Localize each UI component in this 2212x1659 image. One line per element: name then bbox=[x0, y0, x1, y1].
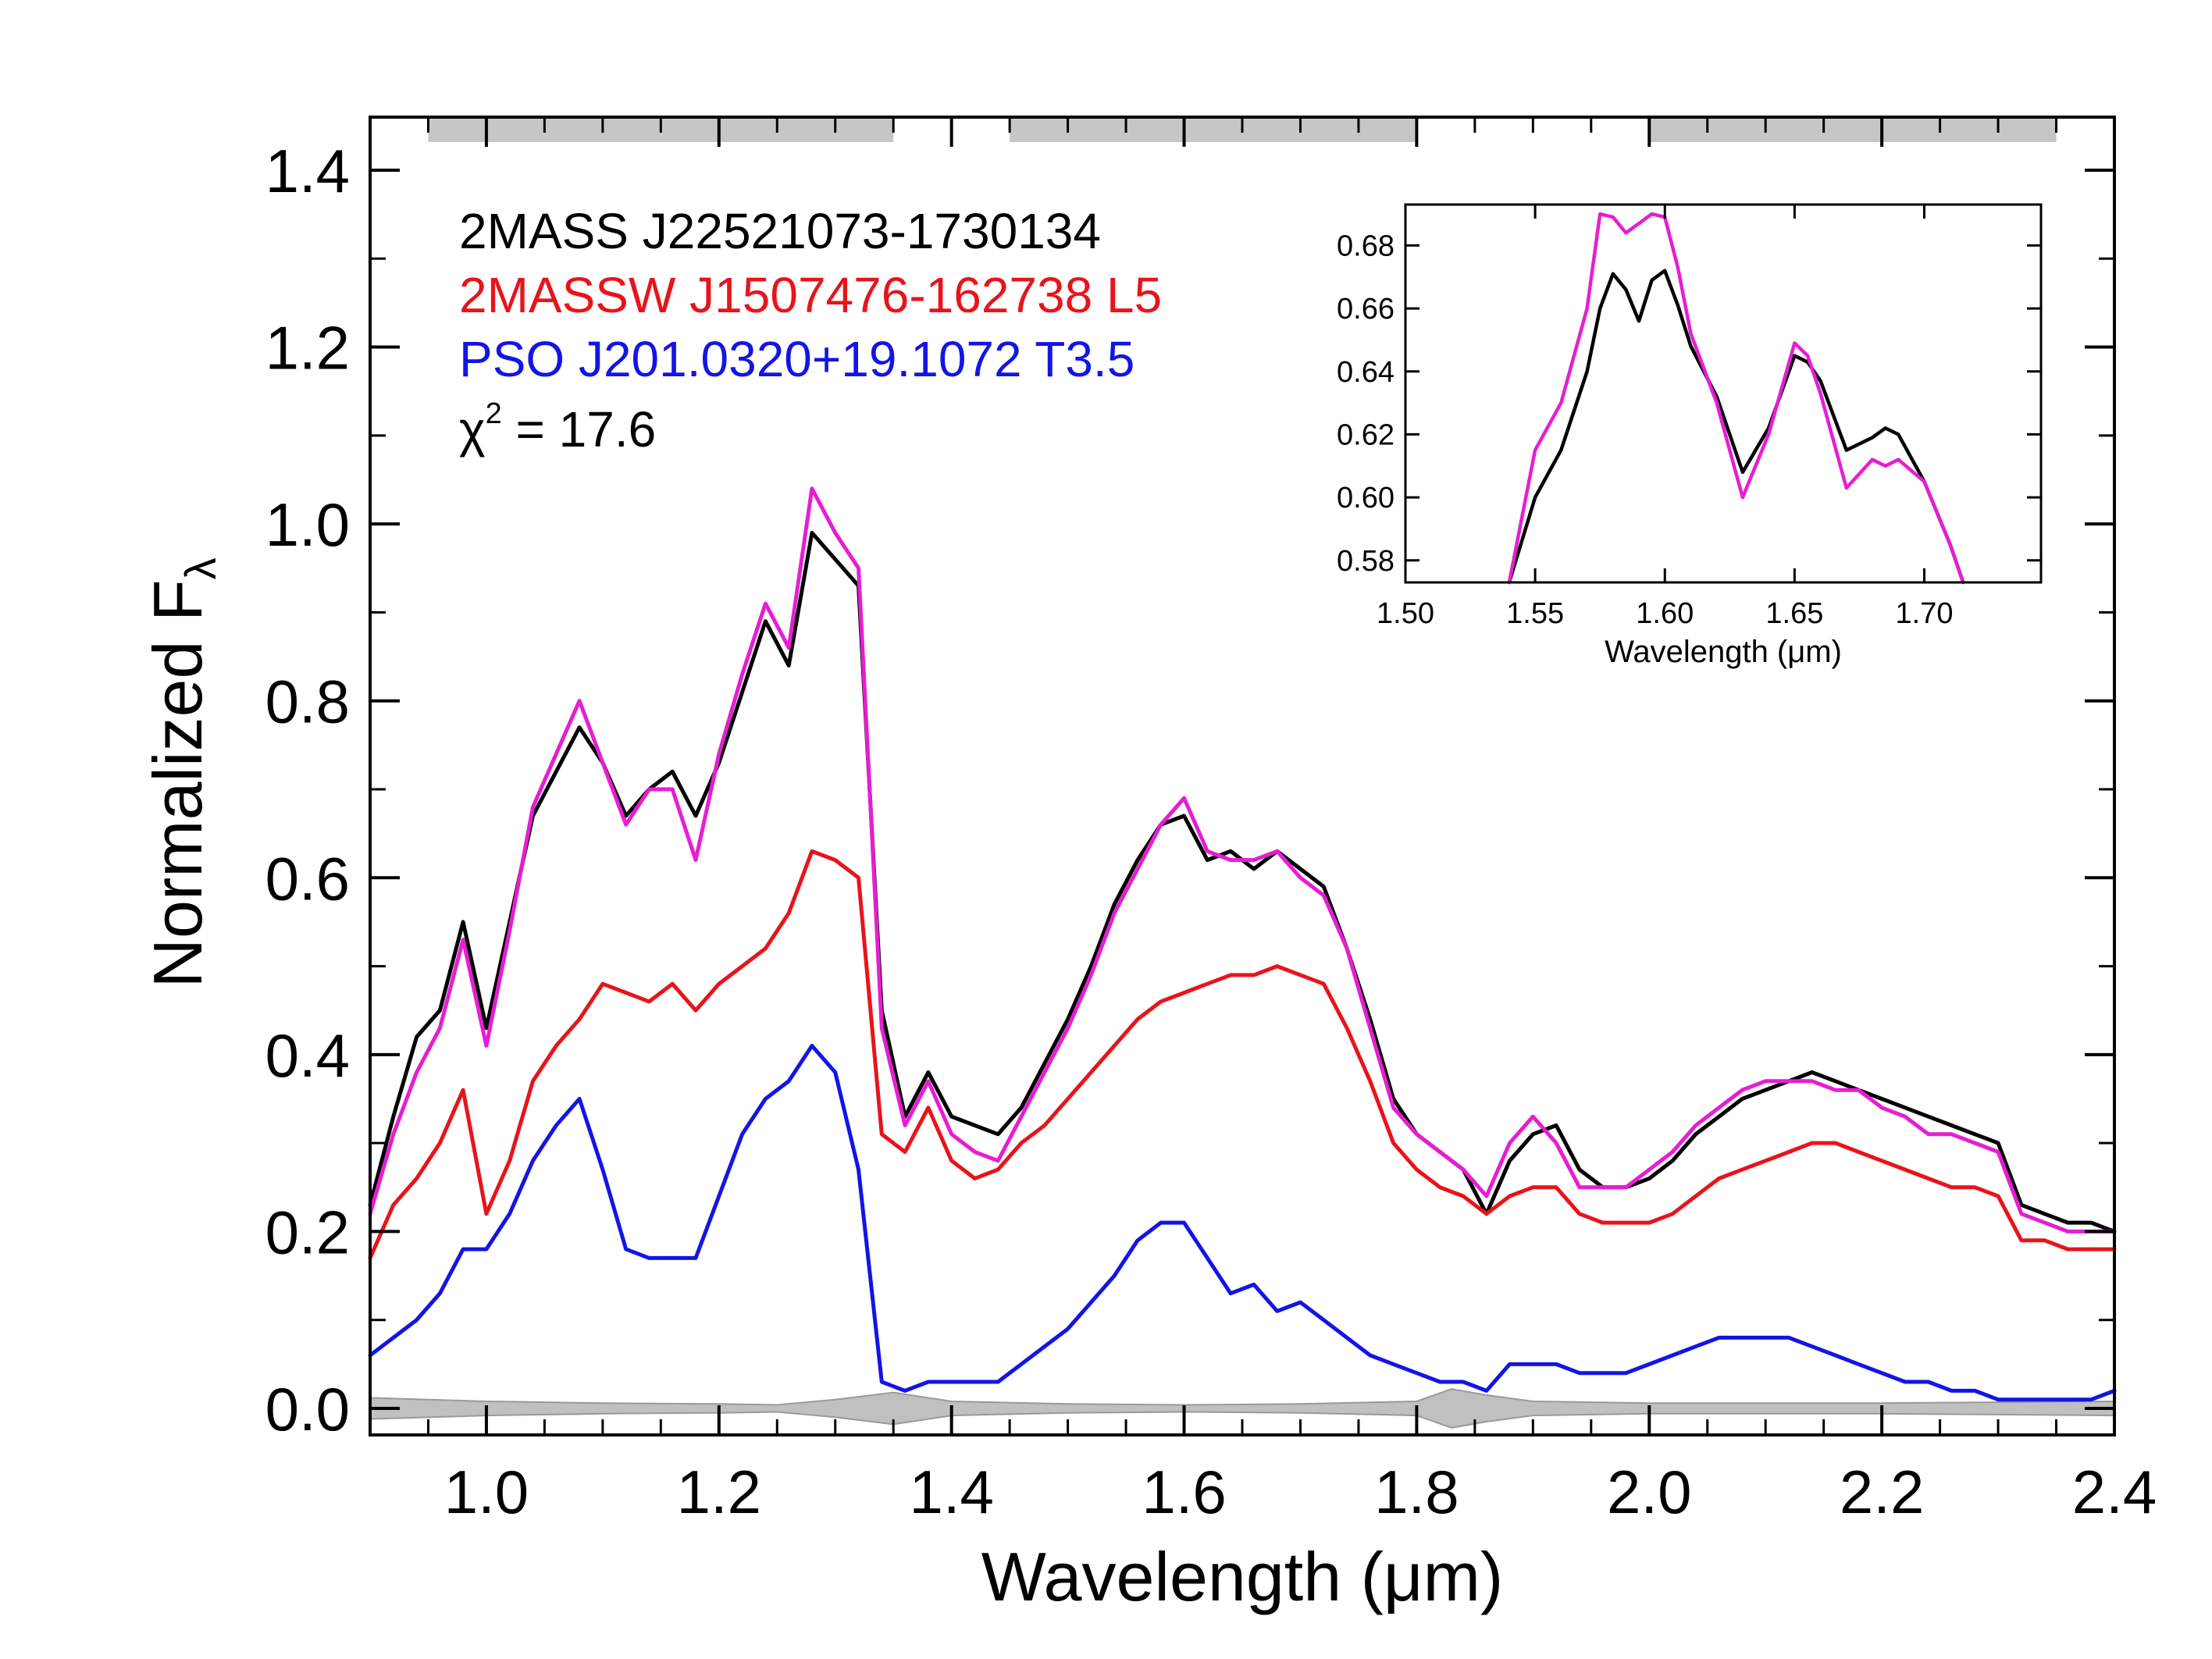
y-axis-label: Normalized Fλ bbox=[139, 557, 225, 988]
y-tick-label: 0.4 bbox=[265, 1021, 350, 1090]
inset-y-tick-label: 0.64 bbox=[1337, 356, 1395, 389]
inset-y-tick-label: 0.62 bbox=[1337, 418, 1395, 451]
x-tick-label: 2.4 bbox=[2072, 1458, 2157, 1526]
x-tick-label: 2.2 bbox=[1840, 1458, 1924, 1526]
legend-entry-1: 2MASSW J1507476-162738 L5 bbox=[459, 267, 1162, 323]
inset-x-tick-label: 1.50 bbox=[1377, 597, 1434, 630]
band-marker-2 bbox=[1649, 117, 2057, 142]
inset-x-tick-label: 1.65 bbox=[1765, 597, 1823, 630]
y-axis-label-main: Normalized F bbox=[139, 579, 216, 988]
legend-entry-2: PSO J201.0320+19.1072 T3.5 bbox=[459, 331, 1134, 387]
legend-entry-0: 2MASS J22521073-1730134 bbox=[459, 203, 1101, 259]
x-tick-label: 1.6 bbox=[1142, 1458, 1226, 1526]
x-tick-label: 1.8 bbox=[1374, 1458, 1459, 1526]
y-tick-label: 1.0 bbox=[265, 490, 350, 559]
y-tick-label: 0.2 bbox=[265, 1198, 350, 1266]
y-axis-label-subscript: λ bbox=[176, 557, 225, 579]
chi-exponent: 2 bbox=[486, 397, 502, 430]
y-tick-label: 1.2 bbox=[265, 314, 350, 383]
y-tick-label: 0.8 bbox=[265, 668, 350, 736]
inset-x-axis-label: Wavelength (μm) bbox=[1605, 635, 1842, 669]
inset-spectra-layer bbox=[1507, 212, 1965, 585]
inset-y-tick-label: 0.58 bbox=[1337, 545, 1395, 578]
chi-symbol: χ bbox=[459, 401, 486, 457]
inset-series-2mass-j22521073-1730134 bbox=[1507, 269, 1965, 585]
inset-x-tick-label: 1.55 bbox=[1506, 597, 1564, 630]
x-axis-label: Wavelength (μm) bbox=[981, 1538, 1504, 1615]
inset-series-composite-template bbox=[1507, 212, 1965, 585]
inset-x-tick-label: 1.60 bbox=[1636, 597, 1694, 630]
chi-squared-label: χ2 = 17.6 bbox=[459, 397, 656, 457]
inset-x-tick-label: 1.70 bbox=[1896, 597, 1954, 630]
band-marker-1 bbox=[1010, 117, 1417, 142]
y-tick-label: 0.6 bbox=[265, 844, 350, 913]
main-tick-labels: 1.0 1.2 1.4 1.6 1.8 2.0 2.2 2.4 0.0 0.2 0.4 0.6 0.8 1… bbox=[265, 137, 2157, 1526]
inset-axis-ticks bbox=[1404, 205, 2041, 582]
x-tick-label: 1.0 bbox=[444, 1458, 529, 1526]
series-2massw-j1507476-162738-l5 bbox=[368, 849, 2117, 1260]
y-tick-label: 0.0 bbox=[265, 1375, 350, 1444]
inset-background bbox=[1405, 205, 2041, 582]
spectra-layer bbox=[368, 486, 2117, 1402]
x-tick-label: 1.4 bbox=[909, 1458, 993, 1526]
inset-y-tick-label: 0.60 bbox=[1337, 482, 1395, 514]
legend: 2MASS J22521073-1730134 2MASSW J1507476-… bbox=[459, 203, 1162, 457]
main-chart: 1.0 1.2 1.4 1.6 1.8 2.0 2.2 2.4 0.0 0.2 0.4 0.6 0.8 1… bbox=[139, 116, 2157, 1615]
inset-y-tick-label: 0.68 bbox=[1337, 230, 1395, 262]
inset-chart: 1.50 1.55 1.60 1.65 1.70 0.58 0.60 0.62 0.64 0.66… bbox=[1337, 203, 2043, 669]
x-tick-label: 1.2 bbox=[677, 1458, 761, 1526]
inset-plot-frame bbox=[1404, 203, 2043, 584]
series-composite-template bbox=[368, 486, 2117, 1234]
inset-tick-labels: 1.50 1.55 1.60 1.65 1.70 0.58 0.60 0.62 0.64 0.66… bbox=[1337, 230, 1953, 630]
main-axis-ticks bbox=[369, 117, 2116, 1435]
x-tick-label: 2.0 bbox=[1607, 1458, 1691, 1526]
y-tick-label: 1.4 bbox=[265, 137, 350, 205]
series-2mass-j22521073-1730134 bbox=[368, 531, 2117, 1234]
inset-y-tick-label: 0.66 bbox=[1337, 293, 1395, 326]
chi-value: = 17.6 bbox=[502, 401, 657, 457]
series-pso-j201-0320-19-1072-t3-5 bbox=[368, 1044, 2117, 1402]
